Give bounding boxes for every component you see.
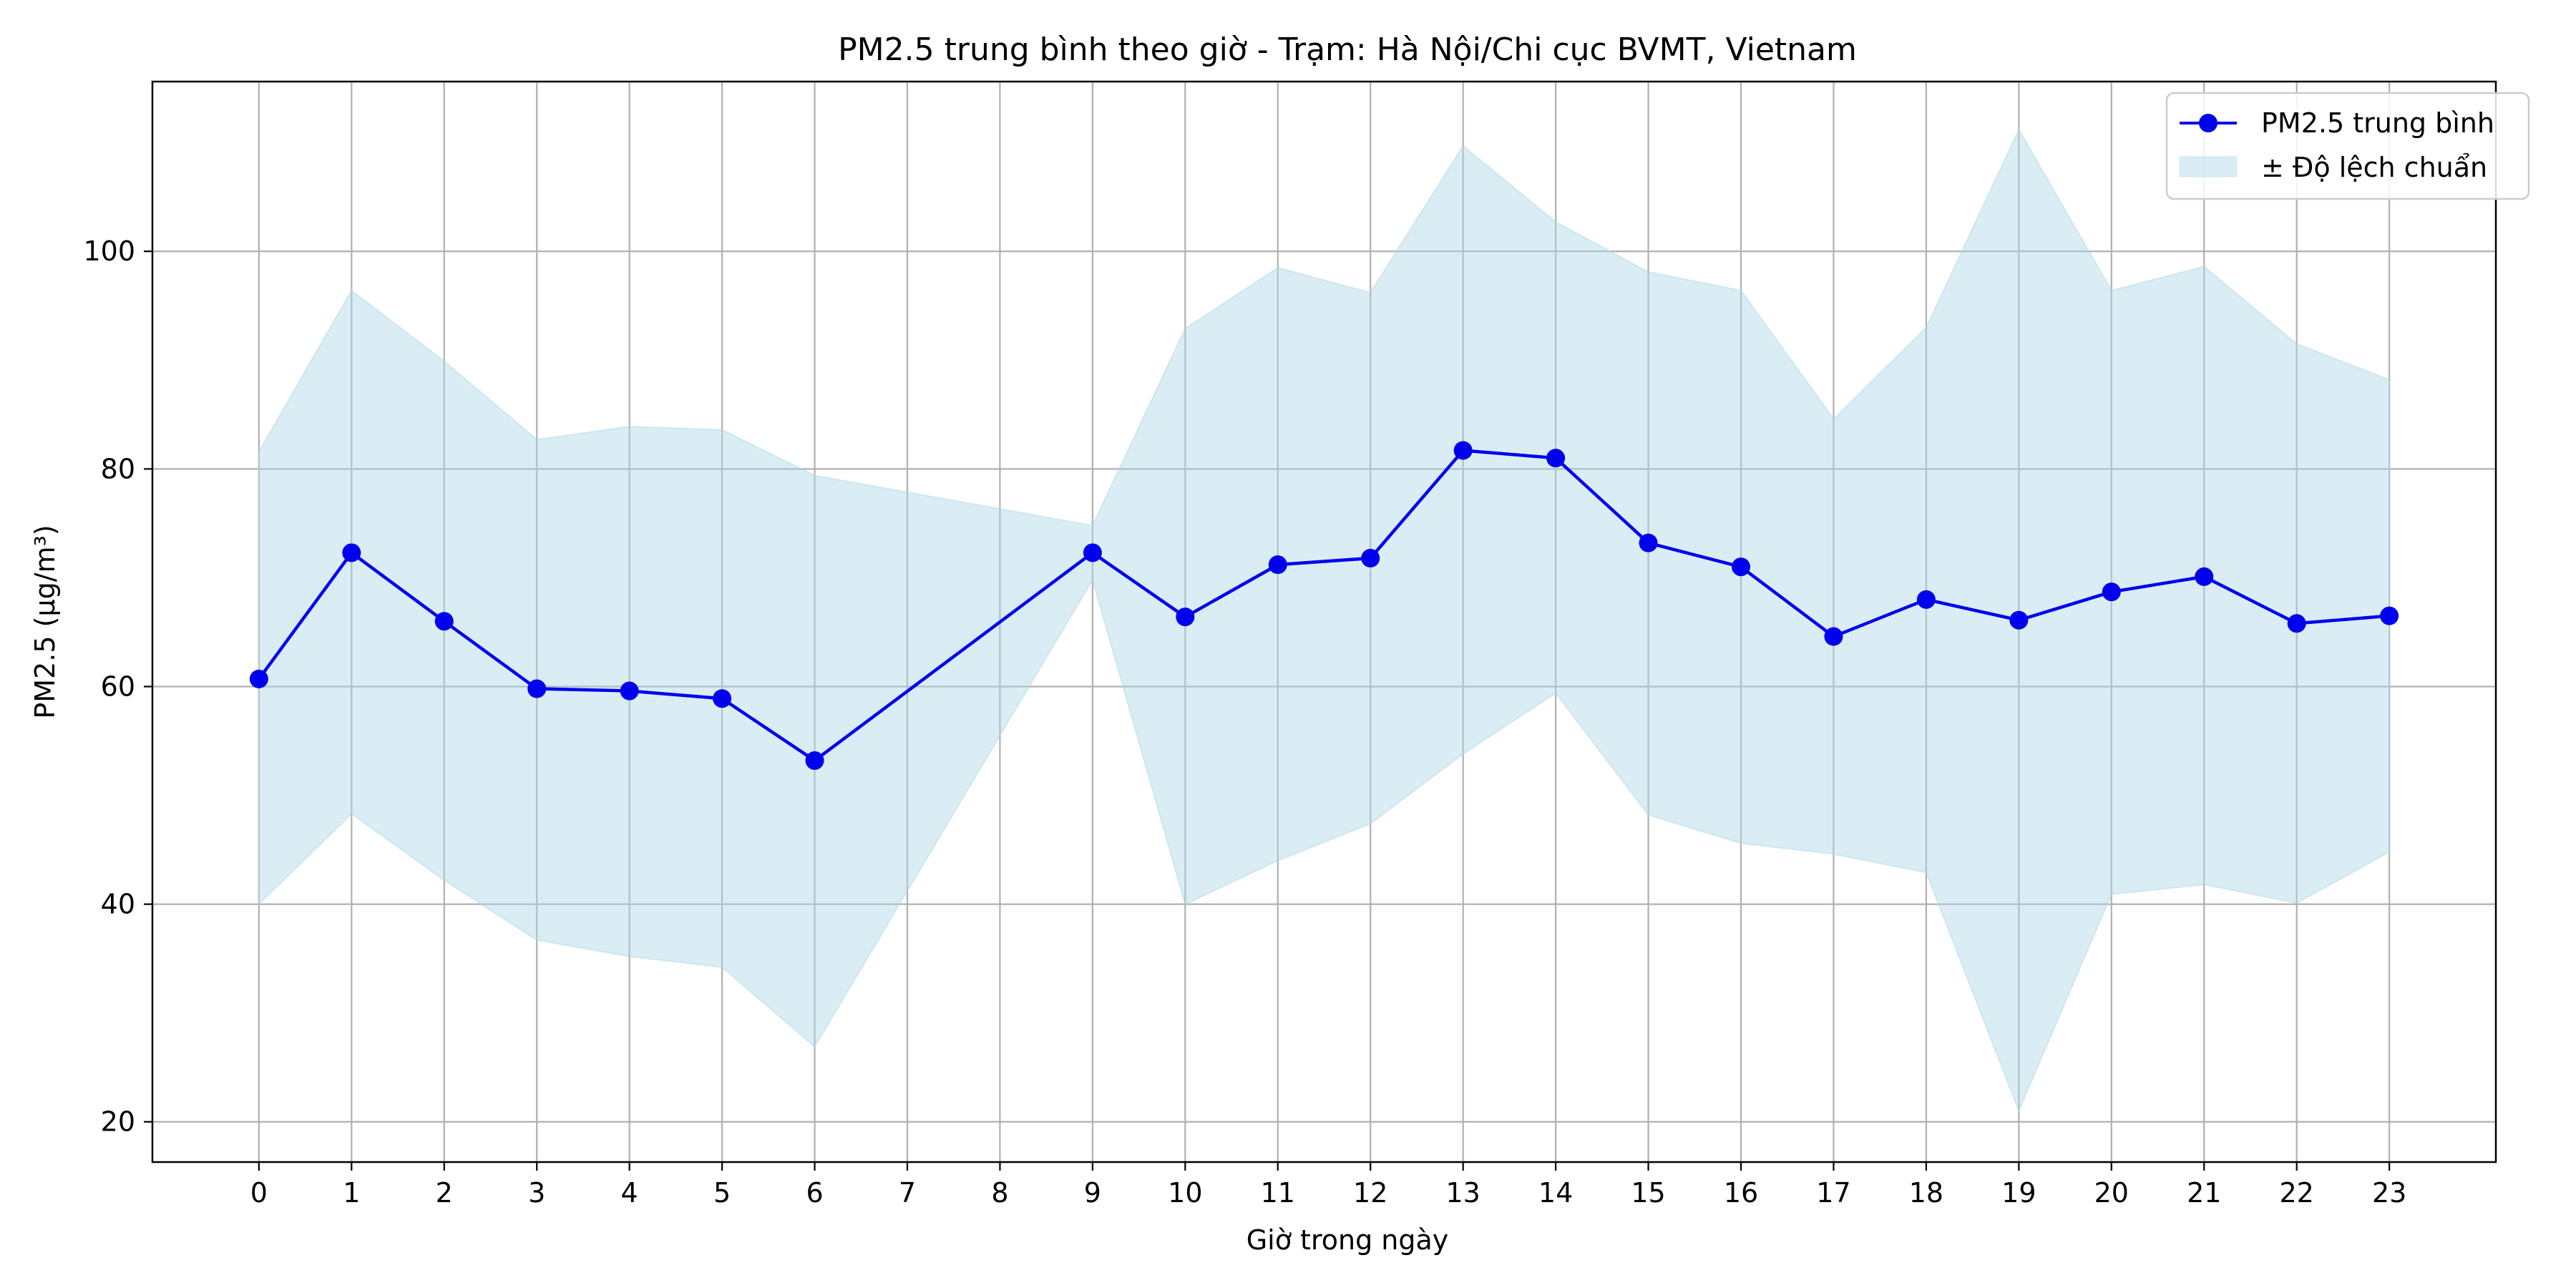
x-tick-label: 8 <box>991 1177 1008 1209</box>
data-point <box>1453 441 1473 460</box>
x-tick-label: 2 <box>436 1177 453 1209</box>
x-tick-label: 19 <box>2001 1177 2036 1209</box>
data-point <box>2380 606 2399 625</box>
grid <box>152 82 2496 1162</box>
legend-band-swatch <box>2179 156 2238 177</box>
x-tick-label: 18 <box>1909 1177 1943 1209</box>
data-point <box>1361 549 1380 568</box>
x-tick-label: 11 <box>1261 1177 1295 1209</box>
x-axis-ticks: 0 1 2 3 4 5 6 7 8 9 10 11 12 13 14 15 16 17 18 19 20 21 22 23 <box>250 1162 2406 1209</box>
data-point <box>2195 567 2214 586</box>
legend: PM2.5 trung bình ± Độ lệch chuẩn <box>2165 92 2530 200</box>
y-tick-label: 20 <box>101 1106 135 1138</box>
chart-title: PM2.5 trung bình theo giờ - Trạm: Hà Nội… <box>838 31 1857 68</box>
x-tick-label: 17 <box>1816 1177 1850 1209</box>
legend-band-label: ± Độ lệch chuẩn <box>2261 152 2487 183</box>
y-tick-label: 100 <box>83 235 135 267</box>
data-point <box>342 543 361 562</box>
data-point <box>2287 614 2306 633</box>
x-tick-label: 15 <box>1631 1177 1665 1209</box>
x-tick-label: 4 <box>621 1177 638 1209</box>
data-point <box>805 751 824 770</box>
data-point <box>2102 582 2121 602</box>
x-tick-label: 22 <box>2280 1177 2314 1209</box>
data-point <box>620 681 639 701</box>
plot-frame <box>151 80 2497 1163</box>
data-point <box>1639 533 1658 552</box>
x-tick-label: 9 <box>1084 1177 1101 1209</box>
data-point <box>1176 608 1195 627</box>
legend-box <box>2165 92 2530 200</box>
x-tick-label: 13 <box>1445 1177 1480 1209</box>
x-tick-label: 21 <box>2187 1177 2221 1209</box>
data-point <box>1824 627 1843 646</box>
data-point <box>527 679 547 698</box>
std-band-layer <box>258 127 2391 1113</box>
y-axis-ticks: 20 40 60 80 100 <box>83 235 152 1138</box>
x-tick-label: 20 <box>2094 1177 2129 1209</box>
data-point <box>2009 610 2029 630</box>
x-tick-label: 3 <box>528 1177 545 1209</box>
series-marker-layer <box>249 441 2399 770</box>
data-point <box>249 669 268 688</box>
data-point <box>434 612 454 631</box>
x-tick-label: 1 <box>343 1177 360 1209</box>
data-point <box>1732 557 1751 577</box>
data-point <box>713 689 732 708</box>
legend-marker-swatch <box>2199 114 2218 132</box>
series-line <box>258 449 2390 763</box>
std-band <box>258 127 2391 1113</box>
x-tick-label: 14 <box>1538 1177 1573 1209</box>
y-axis-label: PM2.5 (µg/m³) <box>29 525 61 718</box>
x-tick-label: 0 <box>250 1177 268 1209</box>
data-point <box>1268 555 1287 575</box>
y-tick-label: 40 <box>101 889 135 920</box>
legend-series-label: PM2.5 trung bình <box>2261 107 2494 139</box>
x-tick-label: 7 <box>899 1177 916 1209</box>
data-point <box>1083 543 1102 562</box>
x-tick-label: 12 <box>1353 1177 1387 1209</box>
x-tick-label: 23 <box>2372 1177 2406 1209</box>
y-tick-label: 60 <box>101 670 135 702</box>
data-point <box>1546 449 1566 468</box>
x-tick-label: 10 <box>1168 1177 1202 1209</box>
x-tick-label: 6 <box>806 1177 823 1209</box>
series-line-layer <box>258 449 2390 763</box>
data-point <box>1916 590 1936 609</box>
y-tick-label: 80 <box>101 453 135 484</box>
x-tick-label: 16 <box>1724 1177 1758 1209</box>
x-axis-label: Giờ trong ngày <box>1246 1224 1449 1256</box>
x-tick-label: 5 <box>713 1177 731 1209</box>
